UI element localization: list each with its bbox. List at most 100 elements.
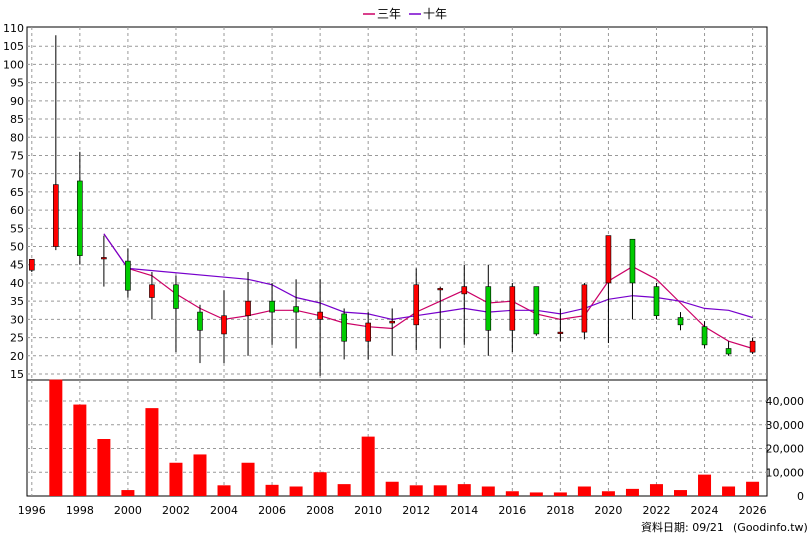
x-tick-label: 1998 [66,504,94,517]
candle-body [485,286,492,331]
x-tick-label: 2012 [402,504,430,517]
x-tick-label: 2022 [642,504,670,517]
price-tick-label: 35 [10,295,24,308]
candle-body [725,348,732,355]
legend-label-three-year: 三年 [377,7,401,21]
candle-body [365,322,371,342]
price-tick-label: 65 [10,186,24,199]
moving-average-line [103,233,753,350]
x-tick-label: 2008 [306,504,334,517]
price-tick-label: 55 [10,222,24,235]
volume-tick-label: 20,000 [766,443,805,456]
candle-body [269,300,275,313]
source-label: (Goodinfo.tw) [733,521,808,534]
chart-legend: 三年 十年 [363,7,447,21]
candle-body [629,238,636,284]
volume-bar [529,492,543,496]
candle-body [125,260,131,291]
price-tick-label: 30 [10,313,24,326]
candle-body [437,288,444,291]
volume-bar [625,488,639,496]
candle-body [461,286,468,295]
price-tick-label: 60 [10,204,24,217]
volume-bar [217,485,231,496]
volume-tick-label: 10,000 [766,466,805,479]
price-tick-label: 80 [10,131,24,144]
price-tick-label: 50 [10,241,24,254]
volume-bar [457,484,471,496]
candle-body [653,286,660,317]
volume-bar [169,462,183,496]
x-tick-label: 2014 [450,504,478,517]
volume-bar [241,462,255,496]
candle-body [581,284,588,333]
price-tick-label: 45 [10,259,24,272]
volume-tick-label: 0 [797,490,804,503]
candle-body [557,331,564,334]
price-tick-label: 85 [10,113,24,126]
volume-bar [577,486,591,496]
candle-body [533,286,540,335]
volume-bar [409,485,423,496]
candle-body [245,300,251,317]
candle-body [389,320,395,324]
candle-body [605,235,612,284]
volume-bar [121,490,135,496]
volume-tick-label: 30,000 [766,419,805,432]
volume-bar [97,439,111,496]
price-tick-label: 105 [3,40,24,53]
data-date-label: 資料日期: 09/21 [641,520,724,534]
candle-body [749,340,756,353]
volume-bar [698,474,712,496]
volume-bar [49,379,63,496]
price-tick-label: 25 [10,332,24,345]
x-tick-label: 2000 [114,504,142,517]
x-tick-label: 2016 [498,504,526,517]
volume-bar [265,484,279,496]
candle-body [53,184,59,247]
volume-bar [674,490,688,496]
volume-bar [433,485,447,496]
candle-body [197,311,203,331]
volume-bar [505,491,519,496]
volume-bar [193,454,207,496]
candle-body [317,311,323,320]
legend-label-ten-year: 十年 [423,7,447,21]
price-panel [26,26,768,381]
x-tick-label: 2018 [546,504,574,517]
moving-average-line [103,233,753,321]
volume-bar [289,486,303,496]
volume-bar [73,404,87,496]
x-axis-ticks: 1996 1998 2000 2002 2004 2006 2008 2010 2012 2014… [18,504,767,517]
price-axis-ticks: 110 105 100 95 90 85 80 75 70 65 60 55 50 45 40 35 30 25 2… [3,22,24,381]
volume-bar [313,472,327,496]
price-tick-label: 20 [10,350,24,363]
volume-axis-ticks: 40,000 30,000 20,000 10,000 0 [766,395,805,503]
x-tick-label: 2024 [691,504,719,517]
price-tick-label: 75 [10,149,24,162]
x-tick-label: 2010 [354,504,382,517]
price-tick-label: 15 [10,368,24,381]
price-tick-label: 40 [10,277,24,290]
candle-body [149,284,155,298]
candle-body [341,313,347,342]
volume-tick-label: 40,000 [766,395,805,408]
price-tick-label: 90 [10,95,24,108]
price-tick-label: 95 [10,77,24,90]
volume-bar [385,481,399,496]
volume-bars [49,379,760,496]
x-tick-label: 2004 [210,504,238,517]
candle-body [221,315,227,335]
volume-bar [553,492,567,496]
volume-bar [145,408,159,496]
candlesticks [29,35,756,376]
candle-body [293,306,299,313]
candle-body [101,257,107,260]
x-tick-label: 2002 [162,504,190,517]
volume-bar [481,486,495,496]
candle-body [509,286,516,331]
x-tick-label: 2020 [594,504,622,517]
x-tick-label: 2006 [258,504,286,517]
candle-body [413,284,420,326]
